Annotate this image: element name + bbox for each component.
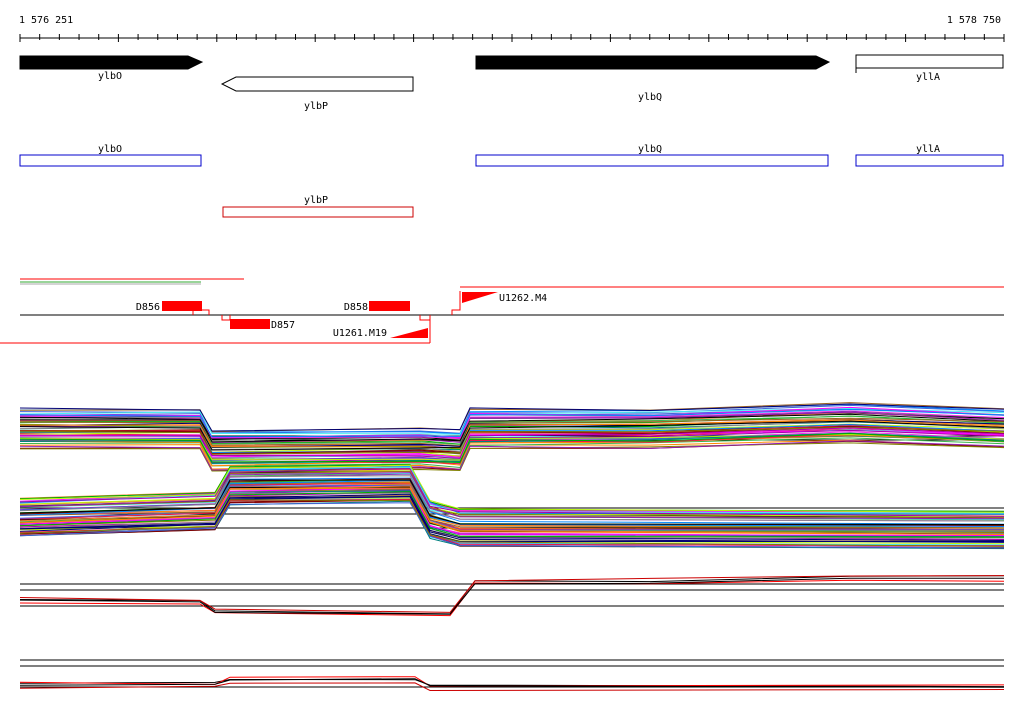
- profile-line: [19, 467, 1005, 515]
- profile-panel-4: [19, 659, 1005, 692]
- profile-line: [19, 472, 1005, 520]
- annotation-track: ylbO ylbQ yllA ylbP: [19, 144, 1004, 218]
- profile-line: [19, 502, 1005, 549]
- gene-arrow-ylbo[interactable]: [19, 55, 204, 70]
- coordinate-ruler: 1 576 251 1 578 750: [19, 15, 1005, 42]
- profile-line: [19, 420, 1005, 453]
- step-outline-d858: [419, 315, 431, 321]
- profile-line: [19, 575, 1005, 613]
- profile-line: [19, 465, 1005, 515]
- profile-line: [19, 493, 1005, 541]
- annotation-label-ylbq: ylbQ: [638, 144, 662, 155]
- profile-line: [19, 403, 1005, 432]
- profile-line: [19, 432, 1005, 464]
- gene-arrow-ylla[interactable]: [855, 54, 1004, 69]
- profile-line: [19, 475, 1005, 522]
- gene-arrow-ylbq[interactable]: [475, 55, 831, 70]
- feature-wedge-u1261-m19[interactable]: [390, 328, 428, 338]
- profile-line: [19, 579, 1005, 617]
- profile-panel-3: [19, 575, 1005, 617]
- feature-block-d858[interactable]: [369, 301, 410, 311]
- step-outline-d857: [221, 315, 231, 321]
- feature-wedge-u1262-m4[interactable]: [462, 292, 498, 303]
- annotation-label-ylbo: ylbO: [98, 144, 122, 155]
- profile-line: [19, 413, 1005, 443]
- step-outline-u1262: [451, 291, 461, 315]
- profile-panel-1: [19, 402, 1005, 472]
- profile-line: [19, 468, 1005, 517]
- feature-label-u1261-m19: U1261.M19: [333, 328, 387, 339]
- profile-panel-2: [19, 464, 1005, 550]
- profile-line: [19, 575, 1005, 615]
- profile-line: [19, 426, 1005, 455]
- profile-line: [19, 464, 1005, 512]
- profile-line: [19, 440, 1005, 471]
- profile-line: [19, 408, 1005, 438]
- annotation-box-ylla[interactable]: [855, 154, 1004, 167]
- profile-line: [19, 577, 1005, 615]
- gene-track: ylbO ylbP ylbQ yllA: [19, 54, 1004, 112]
- profile-line: [19, 682, 1005, 692]
- profile-line: [19, 427, 1005, 459]
- annotation-label-ylbp: ylbP: [304, 195, 328, 206]
- annotation-box-ylbo[interactable]: [19, 154, 202, 167]
- profile-line: [19, 499, 1005, 547]
- profile-line: [19, 432, 1005, 460]
- gene-label-ylla: yllA: [916, 72, 940, 83]
- profile-line: [19, 470, 1005, 519]
- profile-line: [19, 440, 1005, 471]
- feature-label-d857: D857: [271, 320, 295, 331]
- annotation-box-ylbp[interactable]: [222, 206, 414, 218]
- profile-line: [19, 464, 1005, 513]
- profile-line: [19, 419, 1005, 449]
- ruler-end-label: 1 578 750: [947, 15, 1001, 26]
- profile-line: [19, 479, 1005, 525]
- gene-label-ylbp: ylbP: [304, 101, 328, 112]
- ruler-start-label: 1 576 251: [19, 15, 73, 26]
- feature-block-d857[interactable]: [230, 319, 270, 329]
- gene-arrow-ylbp[interactable]: [220, 76, 414, 92]
- profile-line: [19, 420, 1005, 451]
- profile-line: [19, 464, 1005, 512]
- profile-line: [19, 481, 1005, 529]
- profile-line: [19, 485, 1005, 535]
- annotation-label-ylla: yllA: [916, 144, 940, 155]
- feature-track: D856 D857 D858 U1261.M19 U1262.M4: [0, 278, 1004, 344]
- gene-label-ylbq: ylbQ: [638, 92, 662, 103]
- feature-label-u1262-m4: U1262.M4: [499, 293, 547, 304]
- feature-label-d858: D858: [344, 302, 368, 313]
- profile-line: [19, 678, 1005, 688]
- feature-label-d856: D856: [136, 302, 160, 313]
- annotation-box-ylbq[interactable]: [475, 154, 829, 167]
- profile-line: [19, 487, 1005, 535]
- ruler-ticks: [19, 34, 1005, 42]
- feature-block-d856[interactable]: [162, 301, 202, 311]
- profile-line: [19, 434, 1005, 467]
- gene-label-ylbo: ylbO: [98, 71, 122, 82]
- profile-line: [19, 491, 1005, 538]
